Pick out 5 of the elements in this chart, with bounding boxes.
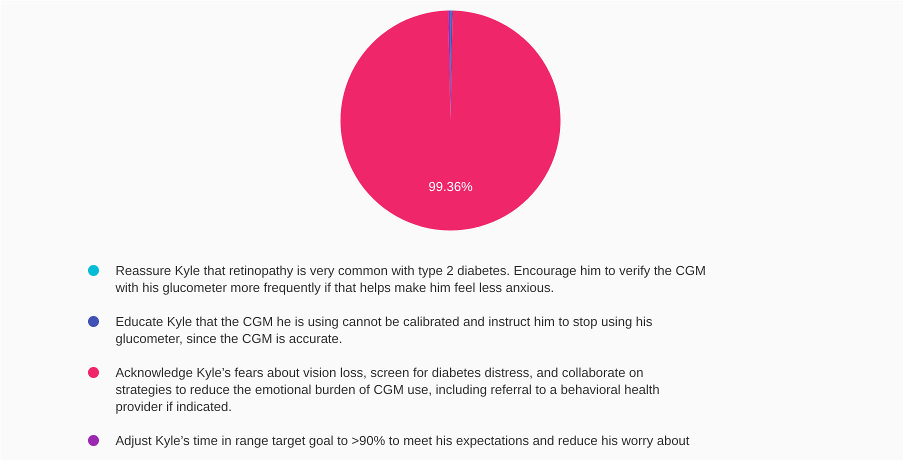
data-label: 99.36% (428, 179, 474, 194)
legend-label: Acknowledge Kyle’s fears about vision loss, screen for diabetes distress, and collaborate on strategies to reduce the emotional burden of CGM use, including referral to a behavioral health provider if indicated. (116, 365, 660, 414)
legend-label: Educate Kyle that the CGM he is using cannot be calibrated and instruct him to stop using his glucometer, since the CGM is accurate. (116, 314, 653, 346)
legend-label: Adjust Kyle’s time in range target goal to >90% to meet his expectations and reduce his worry about (116, 433, 690, 448)
legend-label: Reassure Kyle that retinopathy is very common with type 2 diabetes. Encourage him to verify the CGM with his glucometer more frequently if that helps make him feel less anxious. (114, 263, 706, 295)
